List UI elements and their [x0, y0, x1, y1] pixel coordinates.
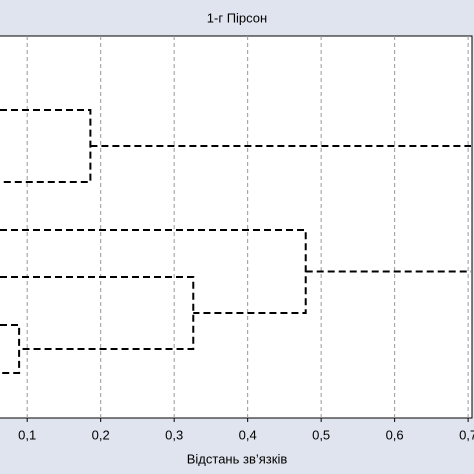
x-tick-label: 0,4: [239, 427, 257, 442]
plot-area: [0, 35, 473, 419]
x-tick-label: 0,3: [165, 427, 183, 442]
chart-title: 1-г Пірсон: [207, 10, 267, 25]
x-axis-label: Відстань зв’язків: [187, 451, 288, 466]
x-tick-label: 0,1: [18, 427, 36, 442]
x-tick-label: 0,2: [92, 427, 110, 442]
x-tick-label: 0,6: [386, 427, 404, 442]
x-tick-label: 0,7: [459, 427, 474, 442]
x-tick-label: 0,5: [312, 427, 330, 442]
dendrogram-link: [0, 276, 195, 350]
